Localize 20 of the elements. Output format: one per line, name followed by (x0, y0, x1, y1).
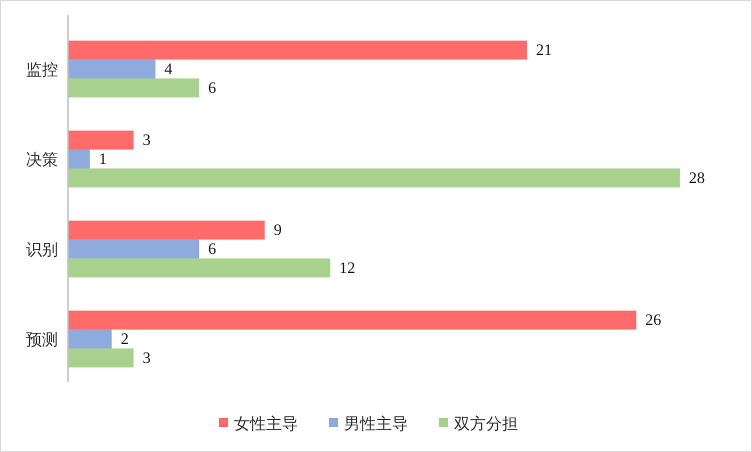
plot: 21 4 6 监控 3 1 28 决策 9 6 12 识别 26 2 3 预测 (26, 15, 705, 382)
data-label: 1 (98, 151, 107, 168)
data-label: 2 (120, 331, 129, 348)
data-label: 12 (339, 260, 356, 277)
data-label: 9 (274, 222, 282, 240)
data-label: 21 (536, 42, 552, 60)
data-label: 4 (164, 61, 172, 78)
legend-label: 女性主导 (234, 415, 298, 433)
data-label: 26 (645, 312, 662, 330)
data-label: 6 (208, 241, 216, 258)
data-label: 3 (142, 350, 151, 367)
y-tick-label: 预测 (26, 332, 58, 349)
y-tick-label: 监控 (26, 61, 58, 79)
legend-label: 男性主导 (344, 415, 408, 433)
legend-label: 双方分担 (454, 415, 518, 433)
data-label: 6 (208, 80, 216, 97)
y-tick-label: 决策 (26, 151, 58, 169)
data-label: 28 (688, 170, 705, 187)
data-label: 3 (142, 132, 151, 150)
y-tick-label: 识别 (26, 241, 58, 259)
